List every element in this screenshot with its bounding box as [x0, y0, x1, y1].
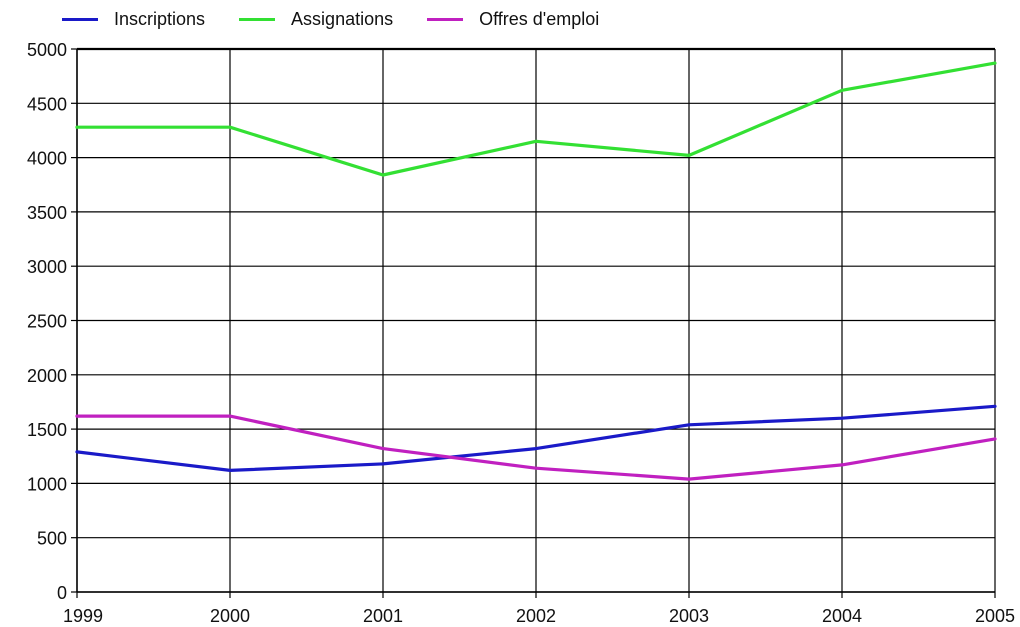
legend-item-inscriptions: Inscriptions	[62, 9, 205, 30]
legend-swatch-assignations	[239, 17, 276, 21]
y-tick-label-5000: 5000	[27, 40, 67, 60]
chart-series	[75, 61, 997, 481]
legend-label-assignations: Assignations	[291, 8, 394, 29]
series-line-inscriptions	[75, 404, 997, 472]
chart-grid	[76, 48, 996, 593]
x-tick-label-2003: 2003	[669, 606, 709, 626]
y-tick-label-3000: 3000	[27, 257, 67, 277]
y-tick-label-500: 500	[37, 529, 67, 549]
legend-swatch-inscriptions	[62, 17, 98, 21]
chart-tick-labels: 0 500 1000 1500 2000 2500 3000 3500 4000 4500 5000…	[27, 40, 1015, 626]
y-tick-label-3500: 3500	[27, 203, 67, 223]
x-tick-label-1999: 1999	[63, 606, 103, 626]
chart-legend: Inscriptions Assignations Offres d'emplo…	[62, 6, 633, 32]
x-tick-label-2001: 2001	[363, 606, 403, 626]
y-tick-label-0: 0	[57, 583, 67, 603]
x-tick-label-2004: 2004	[822, 606, 862, 626]
legend-item-assignations: Assignations	[239, 9, 393, 30]
legend-label-offres-emploi: Offres d'emploi	[479, 8, 600, 29]
y-tick-label-2000: 2000	[27, 366, 67, 386]
y-tick-label-1000: 1000	[27, 474, 67, 494]
legend-label-inscriptions: Inscriptions	[114, 8, 206, 29]
x-tick-label-2002: 2002	[516, 606, 556, 626]
y-tick-label-1500: 1500	[27, 420, 67, 440]
legend-swatch-offres-emploi	[427, 17, 464, 21]
legend-item-offres-emploi: Offres d'emploi	[427, 9, 599, 30]
y-tick-label-2500: 2500	[27, 312, 67, 332]
chart-axes	[71, 47, 996, 598]
y-tick-label-4500: 4500	[27, 94, 67, 114]
y-tick-label-4000: 4000	[27, 149, 67, 169]
x-tick-label-2000: 2000	[210, 606, 250, 626]
x-tick-label-2005: 2005	[975, 606, 1015, 626]
